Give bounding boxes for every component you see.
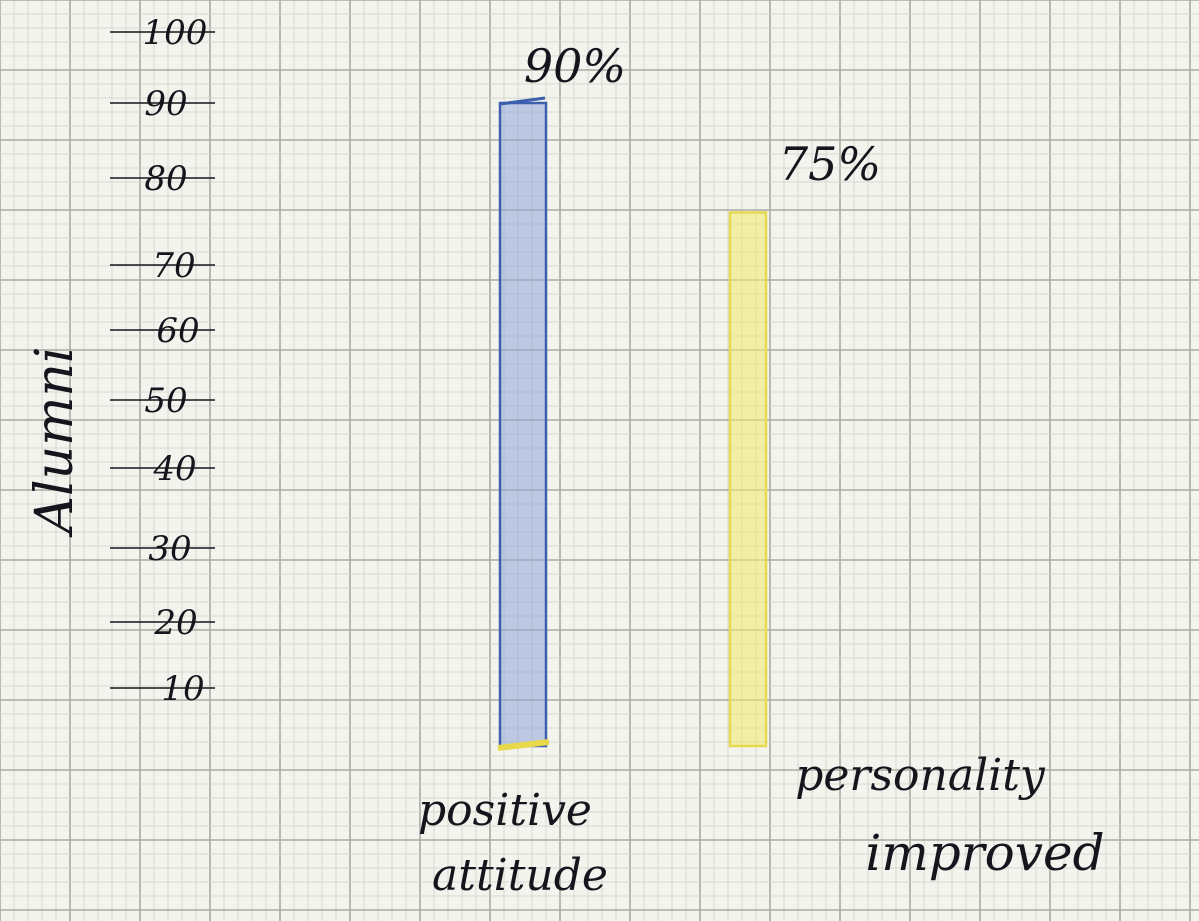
y-tick-label: 80 [144,159,187,199]
category-label-positive-line2: attitude [432,850,608,901]
bars [497,96,768,751]
bar-baseline-mark [497,739,550,751]
value-labels: 90% 75% [524,39,881,191]
bar-top-mark [499,96,546,106]
category-label-personality-line2: improved [865,824,1104,882]
bar-positive-attitude [498,101,548,748]
value-label: 75% [779,137,881,191]
y-tick-label: 70 [152,246,195,286]
y-tick-label: 90 [144,84,187,124]
value-label: 90% [524,39,626,93]
category-label-positive-line1: positive [418,785,592,836]
y-axis-ticks: 10 20 30 40 50 60 70 80 90 100 [110,13,215,709]
y-tick-label: 10 [161,669,204,709]
y-axis-label: Alumni [25,346,85,537]
y-tick-label: 40 [152,449,196,489]
y-tick-label: 100 [143,13,208,53]
y-tick-label: 20 [153,603,197,643]
y-tick-label: 30 [148,529,191,569]
category-label-personality-line1: personality [795,750,1046,801]
y-tick-label: 60 [156,311,199,351]
bar-personality-improved [728,211,768,748]
y-tick-label: 50 [144,381,187,421]
